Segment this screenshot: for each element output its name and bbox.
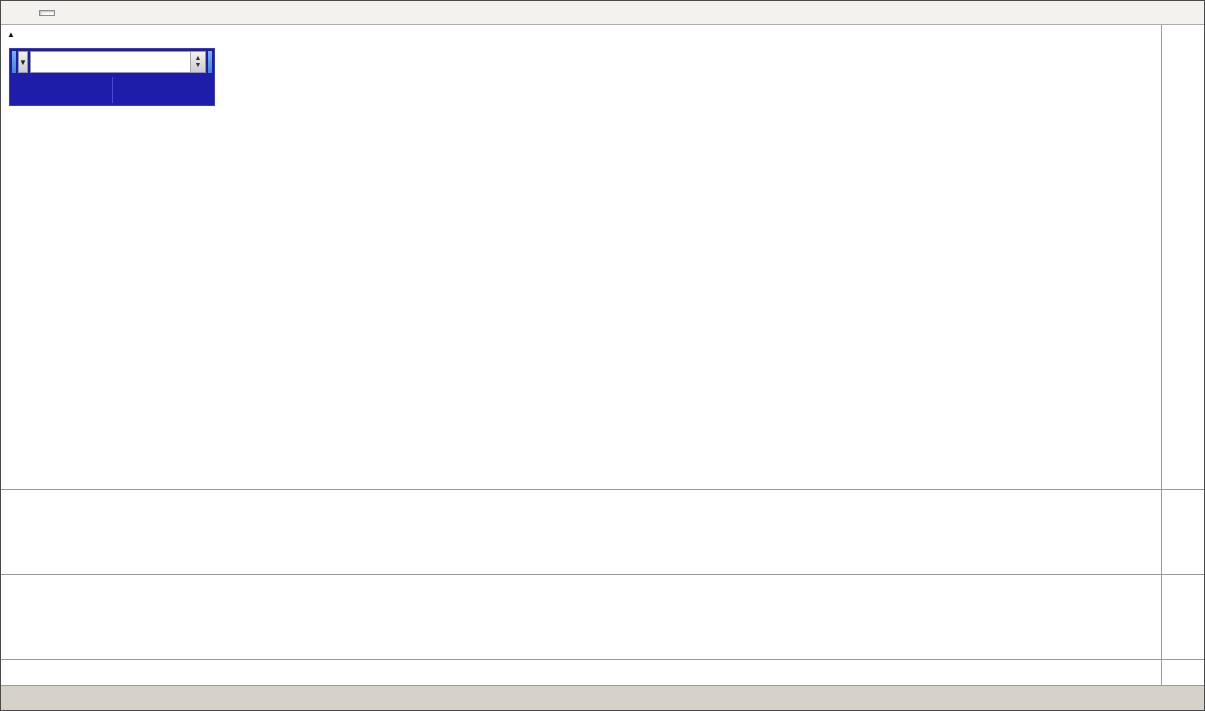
chart-macd-divider[interactable] xyxy=(1,489,1204,490)
macd-canvas[interactable] xyxy=(1,490,1161,574)
timeframe-h4-button[interactable] xyxy=(39,9,55,16)
spinner-down-icon: ▼ xyxy=(194,62,202,69)
sell-price[interactable] xyxy=(12,91,112,103)
sell-button[interactable] xyxy=(12,51,17,73)
volume-dropdown-button[interactable]: ▼ xyxy=(18,51,28,73)
chevron-down-icon: ▼ xyxy=(19,57,27,67)
timeframe-mn-button[interactable] xyxy=(90,10,106,16)
timeframe-m30-button[interactable] xyxy=(5,10,21,16)
price-axis[interactable] xyxy=(1162,1,1204,685)
buy-price[interactable] xyxy=(113,91,213,103)
volume-field: ▲ ▼ xyxy=(29,51,206,73)
time-axis[interactable] xyxy=(1,660,1161,684)
chart-tabs xyxy=(1,685,1204,710)
timeframe-w1-button[interactable] xyxy=(73,10,89,16)
timeframe-h1-button[interactable] xyxy=(22,10,38,16)
price-separator xyxy=(111,77,113,103)
timeframe-toolbar xyxy=(1,1,1204,25)
collapse-triangle-icon[interactable]: ▲ xyxy=(7,30,15,39)
timeframe-d1-button[interactable] xyxy=(56,10,72,16)
volume-spinner[interactable]: ▲ ▼ xyxy=(189,52,205,72)
buy-button[interactable] xyxy=(207,51,212,73)
chart-symbol-ohlc: ▲ xyxy=(7,28,55,39)
volume-input[interactable] xyxy=(30,52,190,72)
price-axis-divider xyxy=(1161,25,1162,685)
rsi-canvas[interactable] xyxy=(1,575,1161,659)
spinner-up-icon: ▲ xyxy=(194,55,202,62)
macd-rsi-divider[interactable] xyxy=(1,574,1204,575)
one-click-trading-panel: ▼ ▲ ▼ xyxy=(9,48,215,106)
rsi-timeaxis-divider xyxy=(1,659,1204,660)
